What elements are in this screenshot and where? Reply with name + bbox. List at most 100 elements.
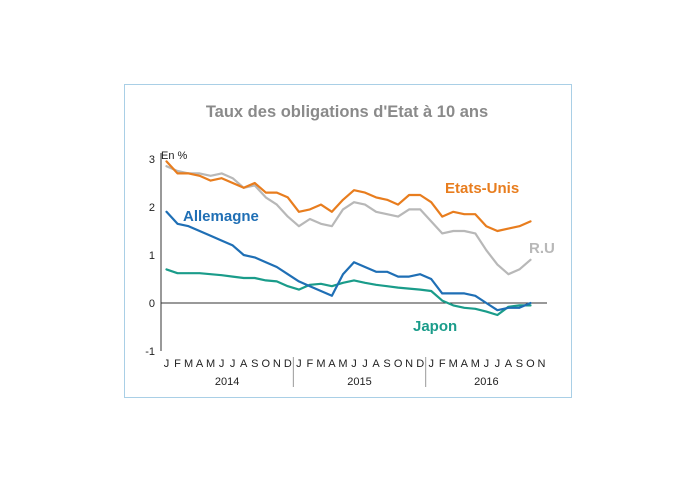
data-point	[529, 302, 532, 304]
data-point	[485, 249, 488, 251]
data-point	[364, 191, 366, 194]
data-point	[309, 208, 311, 211]
data-point	[441, 292, 444, 295]
data-point	[320, 290, 322, 292]
data-point	[408, 275, 410, 278]
data-point	[331, 285, 333, 287]
data-point	[220, 274, 223, 276]
data-point	[276, 266, 278, 268]
data-point	[353, 279, 355, 282]
data-point	[408, 208, 410, 211]
series-line-japon	[165, 268, 532, 317]
data-point	[408, 287, 410, 290]
data-point	[331, 225, 333, 227]
y-tick-label: 3	[149, 154, 155, 166]
data-point	[342, 208, 344, 211]
data-point	[430, 278, 433, 280]
data-point	[397, 215, 399, 218]
data-point	[518, 268, 521, 271]
data-point	[364, 266, 366, 268]
data-point	[386, 285, 388, 287]
data-point	[441, 215, 444, 218]
x-month-label: M	[471, 358, 480, 370]
data-point	[253, 184, 256, 187]
x-month-label: S	[516, 358, 523, 370]
data-point	[518, 225, 521, 227]
data-point	[386, 213, 388, 215]
data-point	[165, 165, 168, 167]
x-month-label: F	[174, 358, 181, 370]
line-chart: Taux des obligations d'Etat à 10 ans En …	[145, 103, 555, 388]
data-point	[309, 218, 311, 220]
data-point	[231, 244, 234, 247]
data-point	[386, 199, 388, 201]
data-point	[198, 175, 201, 177]
data-point	[242, 187, 245, 189]
data-point	[353, 189, 355, 191]
data-point	[342, 282, 344, 284]
data-point	[209, 273, 212, 275]
series-line-allemagne	[165, 210, 532, 312]
data-point	[364, 282, 366, 284]
data-point	[518, 304, 521, 307]
x-month-label: S	[251, 358, 258, 370]
x-month-label: J	[351, 358, 357, 370]
y-tick-label: -1	[145, 346, 155, 358]
x-year-label: 2015	[347, 376, 371, 388]
data-point	[452, 292, 455, 295]
x-month-label: A	[461, 358, 469, 370]
x-month-label: A	[196, 358, 204, 370]
data-point	[253, 277, 256, 279]
data-point	[187, 225, 190, 227]
data-point	[176, 272, 179, 274]
data-point	[165, 211, 168, 213]
x-month-label: A	[328, 358, 336, 370]
data-point	[386, 271, 388, 273]
data-point	[419, 288, 422, 291]
x-month-label: M	[338, 358, 347, 370]
data-point	[474, 232, 477, 235]
x-month-label: J	[495, 358, 501, 370]
data-point	[242, 277, 245, 279]
data-point	[485, 302, 488, 304]
data-point	[276, 191, 278, 194]
data-point	[419, 273, 422, 275]
data-point	[242, 254, 245, 256]
x-month-label: S	[383, 358, 390, 370]
chart-frame: Taux des obligations d'Etat à 10 ans En …	[124, 84, 572, 398]
data-point	[507, 227, 510, 230]
data-point	[408, 194, 410, 196]
chart-title: Taux des obligations d'Etat à 10 ans	[206, 103, 488, 121]
data-point	[220, 177, 223, 179]
data-point	[331, 211, 333, 213]
data-point	[165, 160, 168, 163]
data-point	[176, 172, 179, 175]
data-point	[187, 172, 190, 175]
data-point	[529, 259, 532, 261]
data-point	[331, 295, 333, 297]
x-month-label: J	[230, 358, 236, 370]
data-point	[342, 273, 344, 275]
data-point	[496, 309, 499, 311]
x-month-label: A	[372, 358, 380, 370]
x-month-label: J	[428, 358, 434, 370]
data-point	[496, 263, 499, 266]
x-month-label: J	[362, 358, 368, 370]
data-point	[176, 223, 179, 225]
data-point	[298, 225, 300, 227]
data-point	[463, 230, 466, 232]
data-point	[298, 288, 300, 291]
data-point	[474, 295, 477, 297]
series-label: Etats-Unis	[445, 180, 519, 197]
data-point	[253, 182, 256, 184]
data-point	[287, 215, 289, 218]
data-point	[463, 213, 466, 215]
x-month-label: O	[394, 358, 403, 370]
data-point	[485, 310, 488, 313]
data-point	[430, 220, 433, 223]
series-label: Japon	[413, 318, 457, 335]
data-point	[463, 307, 466, 309]
x-month-label: F	[439, 358, 446, 370]
data-point	[430, 201, 433, 203]
